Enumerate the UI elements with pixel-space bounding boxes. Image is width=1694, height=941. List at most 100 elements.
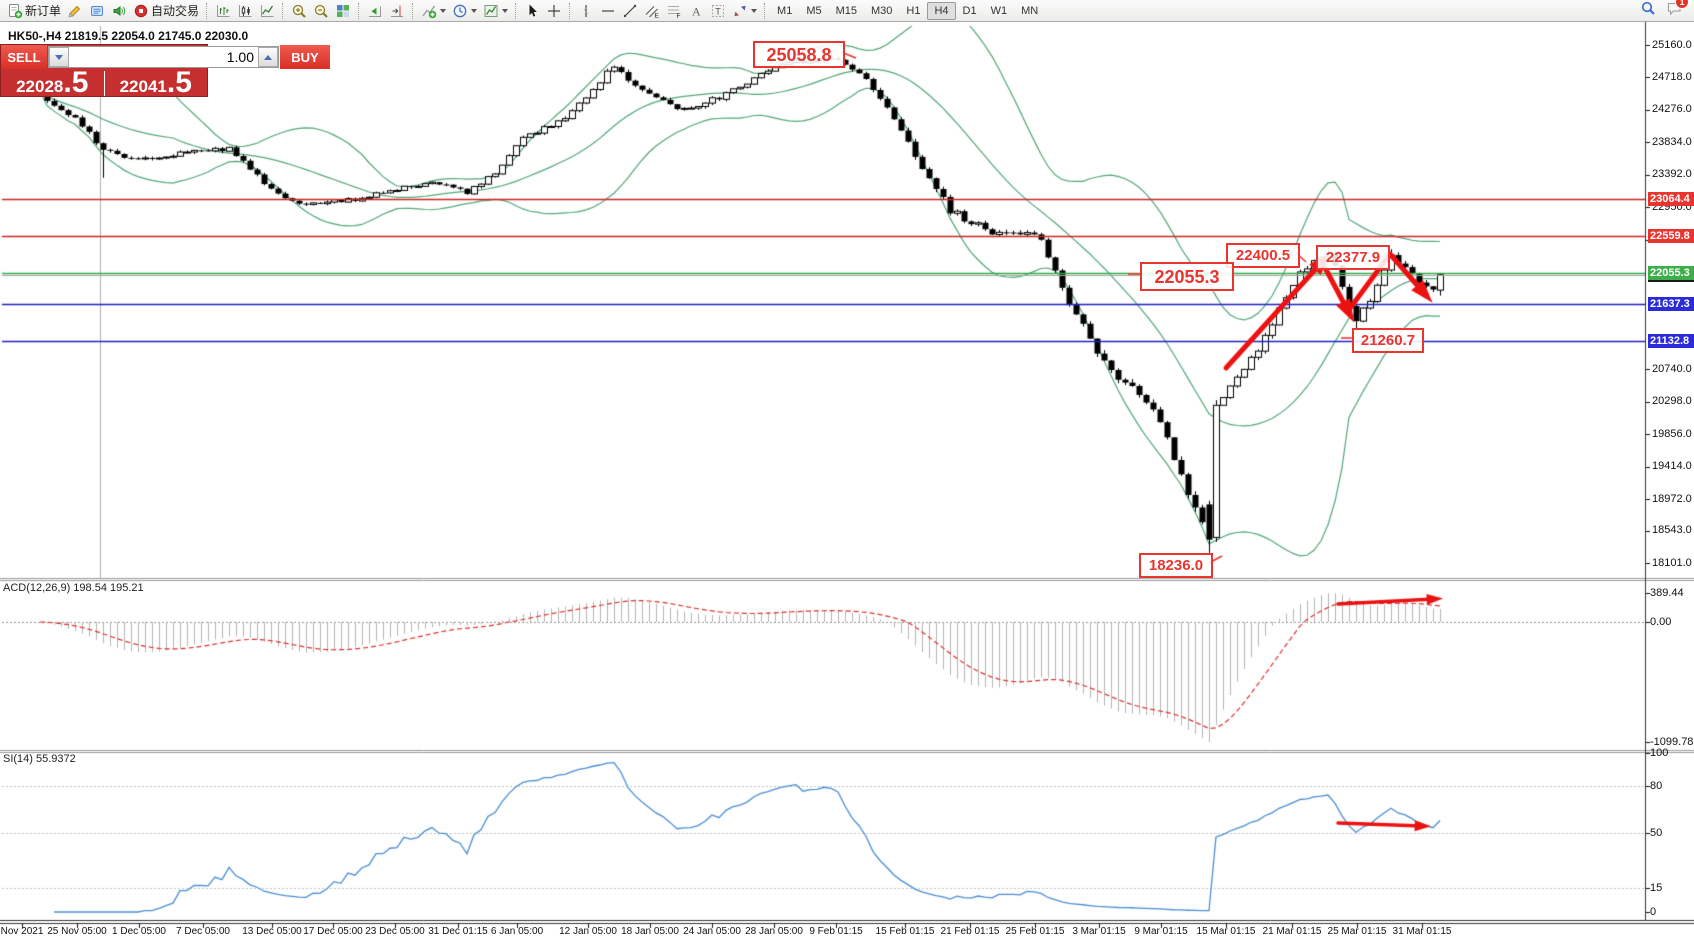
metaeditor-icon [67, 3, 83, 19]
candlestick-chart-button[interactable] [234, 0, 256, 22]
time-axis-label: 15 Feb 01:15 [875, 926, 935, 937]
timeframe-m30-button[interactable]: M30 [871, 4, 893, 17]
templates-button[interactable] [480, 0, 511, 22]
text-label-icon: T [710, 3, 726, 19]
tile-windows-icon [335, 3, 351, 19]
crosshair-button[interactable] [543, 0, 565, 22]
zoom-in-button[interactable] [288, 0, 310, 22]
indicator-scale-label: 80 [1650, 780, 1663, 792]
time-axis-label: 3 Mar 01:15 [1072, 926, 1126, 937]
indicator-scale-label: 100 [1650, 747, 1669, 759]
autotrading-button[interactable]: 自动交易 [130, 0, 202, 22]
timeframe-h4-button[interactable]: H4 [927, 1, 956, 20]
arrows-button[interactable] [729, 0, 760, 22]
vertical-line-icon [578, 3, 594, 19]
sell-price-frac: .5 [63, 66, 89, 99]
metaeditor-button[interactable] [64, 0, 86, 22]
timeframe-d1-button[interactable]: D1 [962, 4, 977, 17]
timeframe-w1-button[interactable]: W1 [990, 4, 1008, 17]
volume-increase-button[interactable] [258, 47, 278, 67]
rsi-indicator-label: SI(14) 55.9372 [3, 753, 76, 765]
line-chart-button[interactable] [256, 0, 278, 22]
svg-text:F: F [677, 13, 681, 19]
timeframe-m1-button[interactable]: M1 [777, 4, 793, 17]
horizontal-line-button[interactable] [597, 0, 619, 22]
indicators-button[interactable] [418, 0, 449, 22]
chevron-down-icon [751, 8, 758, 13]
fibonacci-button[interactable]: F [663, 0, 685, 22]
price-annotation[interactable]: 25058.8 [753, 41, 845, 68]
bar-chart-button[interactable] [212, 0, 234, 22]
indicator-scale-label: 389.44 [1650, 587, 1684, 599]
zoom-out-button[interactable] [310, 0, 332, 22]
new-order-button[interactable]: 新订单 [4, 0, 64, 22]
time-axis-label: 25 Feb 01:15 [1005, 926, 1065, 937]
cursor-button[interactable] [521, 0, 543, 22]
autotrading-icon [133, 3, 149, 19]
text-label-button[interactable]: T [707, 0, 729, 22]
buy-price-int: 22041 [119, 77, 167, 96]
price-tick-label: 18543.0 [1652, 524, 1692, 537]
crosshair-icon [546, 3, 562, 19]
time-axis-label: 15 Mar 01:15 [1196, 926, 1256, 937]
toolbar-separator [569, 2, 571, 19]
equidistant-channel-button[interactable]: E [641, 0, 663, 22]
time-axis-label: 13 Dec 05:00 [242, 926, 302, 937]
line-chart-icon [259, 3, 275, 19]
news-button[interactable] [86, 0, 108, 22]
notifications-button[interactable]: 1 [1666, 0, 1689, 21]
fibonacci-icon: F [666, 3, 682, 19]
indicator-scale-label: 0 [1650, 906, 1657, 918]
time-axis-label: Nov 2021 [0, 926, 44, 937]
time-axis-label: 12 Jan 05:00 [559, 926, 617, 937]
time-axis-label: 24 Jan 05:00 [683, 926, 741, 937]
time-axis-label: 21 Feb 01:15 [940, 926, 1000, 937]
auto-scroll-button[interactable] [364, 0, 386, 22]
toolbar-separator [282, 2, 284, 19]
buy-price[interactable]: 22041.5 [105, 66, 208, 99]
price-annotation[interactable]: 22055.3 [1140, 262, 1234, 291]
sell-price[interactable]: 22028.5 [1, 66, 104, 99]
cursor-icon [524, 3, 540, 19]
new-order-label: 新订单 [25, 4, 62, 18]
price-tick-label: 20740.0 [1652, 362, 1692, 375]
price-tick-label: 18101.0 [1652, 556, 1692, 569]
price-annotation[interactable]: 21260.7 [1352, 328, 1424, 353]
tile-windows-button[interactable] [332, 0, 354, 22]
price-annotation[interactable]: 22377.9 [1316, 245, 1390, 270]
timeframe-m5-button[interactable]: M5 [806, 4, 822, 17]
candlestick-chart-icon [237, 3, 253, 19]
chevron-down-icon [471, 8, 478, 13]
vertical-line-button[interactable] [575, 0, 597, 22]
text-icon: A [688, 3, 704, 19]
volume-input[interactable] [69, 47, 258, 67]
new-order-icon [7, 3, 23, 19]
timeframe-m15-button[interactable]: M15 [835, 4, 857, 17]
price-tick-label: 24276.0 [1652, 103, 1692, 116]
buy-button[interactable]: BUY [280, 45, 330, 69]
chart-shift-button[interactable] [386, 0, 408, 22]
chart-canvas[interactable] [0, 22, 1694, 941]
text-button[interactable]: A [685, 0, 707, 22]
price-divider [103, 71, 105, 96]
autotrading-label: 自动交易 [151, 4, 200, 18]
alerts-button[interactable] [108, 0, 130, 22]
sell-button[interactable]: SELL [1, 45, 47, 69]
search-icon[interactable] [1640, 0, 1656, 21]
price-annotation[interactable]: 22400.5 [1226, 243, 1300, 268]
timeframe-mn-button[interactable]: MN [1021, 4, 1039, 17]
toolbar-separator [764, 2, 766, 19]
price-level-badge: 21132.8 [1648, 333, 1694, 348]
time-axis-label: 31 Dec 01:15 [428, 926, 488, 937]
timeframe-h1-button[interactable]: H1 [906, 4, 921, 17]
price-tick-label: 18972.0 [1652, 492, 1692, 505]
macd-indicator-label: ACD(12,26,9) 198.54 195.21 [3, 582, 144, 594]
buy-price-frac: .5 [166, 66, 192, 99]
time-axis-label: 21 Mar 01:15 [1262, 926, 1322, 937]
price-annotation[interactable]: 18236.0 [1139, 553, 1213, 578]
periods-button[interactable] [449, 0, 480, 22]
trendline-button[interactable] [619, 0, 641, 22]
news-icon [89, 3, 105, 19]
one-click-trading-panel: SELL BUY 22028.5 22041.5 [0, 44, 330, 99]
volume-decrease-button[interactable] [49, 47, 69, 67]
